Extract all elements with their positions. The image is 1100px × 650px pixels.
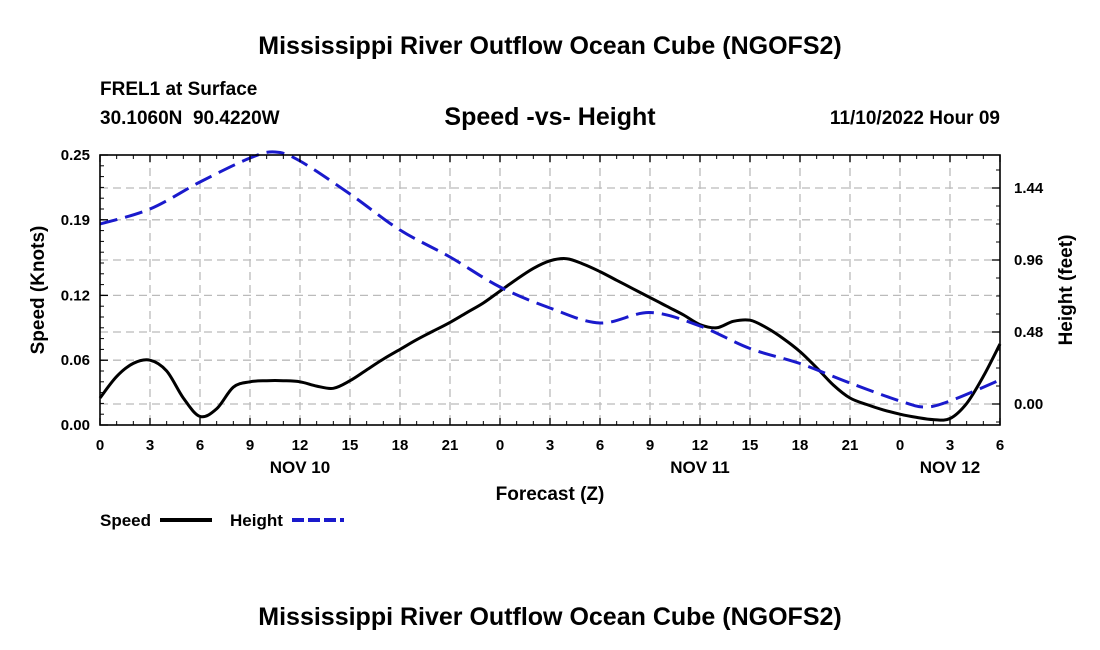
- x-tick-label: 18: [792, 437, 809, 454]
- y2-axis-ticks: 0.00 0.48 0.96 1.44: [992, 169, 1044, 423]
- grid-lines: [100, 155, 1000, 425]
- x-tick-label: 3: [546, 437, 554, 454]
- y2-axis-label: Height (feet): [1056, 235, 1077, 346]
- legend: Speed Height: [100, 511, 344, 530]
- x-tick-label: 3: [146, 437, 154, 454]
- x-tick-label: 6: [996, 437, 1004, 454]
- day-label: NOV 12: [920, 458, 980, 477]
- day-label: NOV 10: [270, 458, 330, 477]
- x-tick-label: 12: [692, 437, 709, 454]
- y2-tick-label: 0.96: [1014, 252, 1043, 269]
- series-line-height: [99, 150, 1001, 409]
- series-lines: [98, 150, 1002, 422]
- station-coords: 30.1060N 90.4220W: [100, 108, 280, 129]
- footer-title: Mississippi River Outflow Ocean Cube (NG…: [258, 603, 841, 631]
- y2-tick-label: 1.44: [1014, 180, 1044, 197]
- x-tick-label: 15: [742, 437, 759, 454]
- x-tick-label: 12: [292, 437, 309, 454]
- x-tick-label: 0: [896, 437, 904, 454]
- y-tick-label: 0.12: [61, 287, 90, 304]
- y2-tick-label: 0.48: [1014, 324, 1043, 341]
- date-label: 11/10/2022 Hour 09: [830, 108, 1000, 129]
- y-axis-label: Speed (Knots): [28, 226, 49, 355]
- x-tick-label: 9: [246, 437, 254, 454]
- x-axis-label: Forecast (Z): [496, 484, 605, 505]
- day-labels: NOV 10 NOV 11 NOV 12: [270, 458, 980, 477]
- x-axis-ticks: 0 3 6 9 12 15 18 21 0 3 6 9 12 15 18 21 0 3 6: [96, 155, 1004, 454]
- x-tick-label: 18: [392, 437, 409, 454]
- y-tick-label: 0.06: [61, 352, 90, 369]
- x-tick-label: 6: [596, 437, 604, 454]
- y-tick-label: 0.00: [61, 417, 90, 434]
- legend-speed-label: Speed: [100, 511, 151, 530]
- x-tick-label: 9: [646, 437, 654, 454]
- x-tick-label: 0: [96, 437, 104, 454]
- x-tick-label: 6: [196, 437, 204, 454]
- x-tick-label: 0: [496, 437, 504, 454]
- x-tick-label: 15: [342, 437, 359, 454]
- y2-tick-label: 0.00: [1014, 396, 1043, 413]
- station-name: FREL1 at Surface: [100, 79, 257, 100]
- day-label: NOV 11: [670, 458, 730, 477]
- x-tick-label: 3: [946, 437, 954, 454]
- y-tick-label: 0.25: [61, 147, 90, 164]
- y-axis-ticks: 0.00 0.06 0.12 0.19 0.25: [61, 147, 108, 434]
- page-title: Mississippi River Outflow Ocean Cube (NG…: [258, 32, 841, 60]
- x-tick-label: 21: [442, 437, 459, 454]
- chart-title: Speed -vs- Height: [444, 103, 656, 131]
- legend-height-label: Height: [230, 511, 283, 530]
- y-tick-label: 0.19: [61, 212, 90, 229]
- series-line-speed: [98, 257, 1002, 422]
- x-tick-label: 21: [842, 437, 859, 454]
